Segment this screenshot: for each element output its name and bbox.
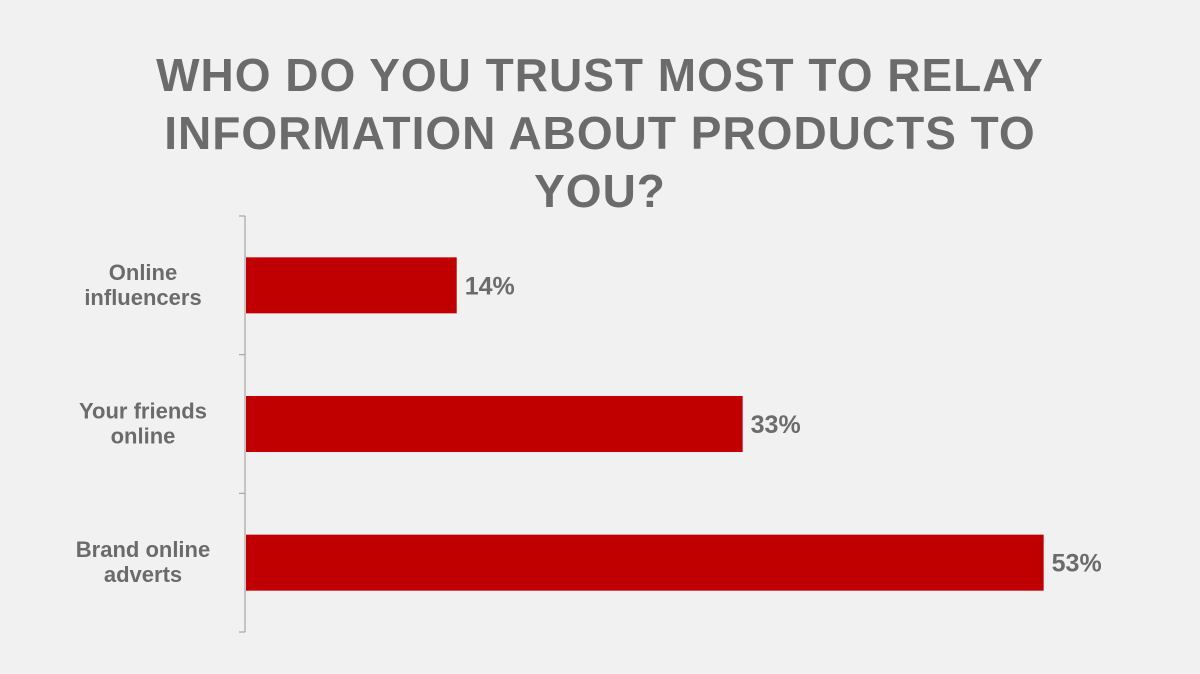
category-label: Online (109, 260, 177, 285)
data-label: 14% (465, 272, 515, 300)
category-label: Your friends (79, 399, 207, 424)
category-label: adverts (104, 562, 182, 587)
category-label: Brand online (76, 537, 210, 562)
category-label: influencers (84, 285, 201, 310)
category-label: online (111, 424, 176, 449)
bar (246, 257, 457, 314)
chart-title: WHO DO YOU TRUST MOST TO RELAY INFORMATI… (156, 49, 1044, 217)
data-label: 53% (1052, 550, 1102, 578)
bar (246, 396, 743, 452)
bar (246, 534, 1044, 591)
data-label: 33% (751, 411, 801, 439)
